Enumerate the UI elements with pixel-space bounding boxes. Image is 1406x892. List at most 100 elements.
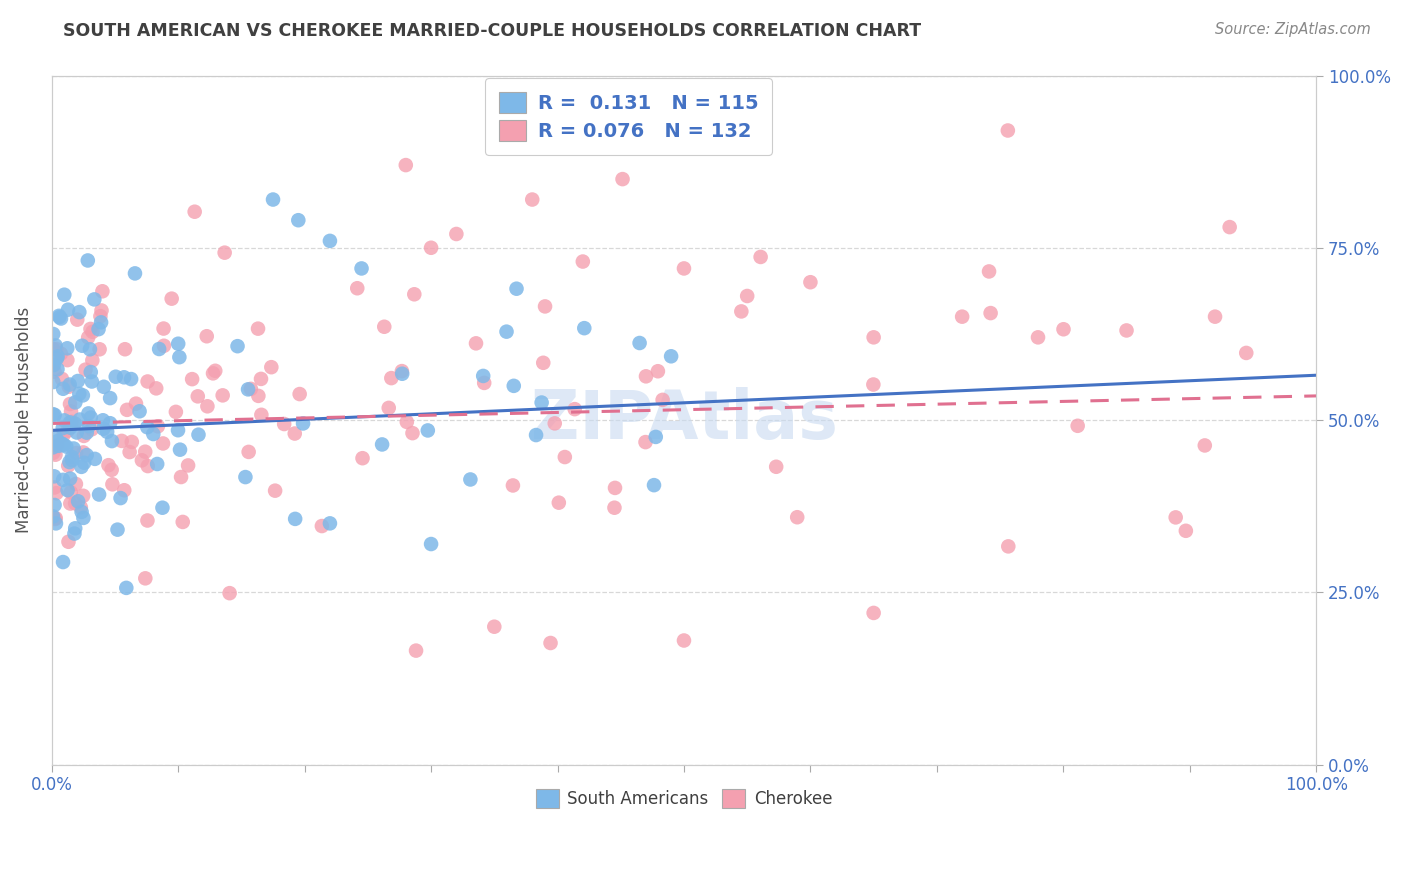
- Point: [647, 364, 669, 378]
- Point: [62, 442, 84, 456]
- Point: [187, 427, 209, 442]
- Point: [862, 606, 884, 620]
- Point: [56, 424, 79, 438]
- Point: [391, 367, 413, 381]
- Point: [502, 379, 524, 393]
- Point: [1219, 220, 1241, 235]
- Point: [125, 397, 148, 411]
- Point: [152, 436, 174, 450]
- Point: [672, 261, 695, 276]
- Point: [319, 516, 342, 531]
- Point: [56, 302, 79, 317]
- Point: [69, 500, 91, 515]
- Point: [659, 349, 682, 363]
- Point: [72, 489, 94, 503]
- Point: [292, 417, 315, 431]
- Point: [1194, 438, 1216, 452]
- Point: [204, 364, 226, 378]
- Point: [352, 451, 374, 466]
- Point: [136, 420, 159, 434]
- Point: [211, 388, 233, 402]
- Point: [172, 515, 194, 529]
- Point: [644, 430, 666, 444]
- Point: [236, 382, 259, 396]
- Point: [83, 451, 105, 466]
- Point: [46, 350, 69, 364]
- Point: [391, 364, 413, 378]
- Point: [100, 463, 122, 477]
- Point: [273, 417, 295, 431]
- Point: [82, 325, 104, 339]
- Point: [49, 347, 72, 361]
- Point: [115, 581, 138, 595]
- Point: [142, 427, 165, 442]
- Point: [97, 458, 120, 473]
- Point: [65, 477, 87, 491]
- Point: [169, 442, 191, 457]
- Point: [165, 405, 187, 419]
- Point: [420, 537, 443, 551]
- Point: [65, 395, 87, 409]
- Point: [45, 511, 67, 525]
- Point: [183, 204, 205, 219]
- Point: [380, 371, 402, 385]
- Point: [44, 365, 66, 379]
- Point: [260, 360, 283, 375]
- Point: [284, 426, 307, 441]
- Point: [540, 636, 562, 650]
- Point: [472, 376, 495, 390]
- Point: [284, 512, 307, 526]
- Point: [59, 416, 82, 430]
- Point: [153, 339, 176, 353]
- Point: [735, 289, 758, 303]
- Point: [77, 330, 100, 344]
- Point: [544, 417, 567, 431]
- Point: [950, 310, 973, 324]
- Point: [48, 309, 70, 323]
- Point: [67, 305, 90, 319]
- Point: [214, 245, 236, 260]
- Point: [96, 425, 118, 439]
- Point: [77, 419, 100, 434]
- Point: [730, 304, 752, 318]
- Point: [59, 472, 82, 486]
- Point: [67, 386, 90, 401]
- Point: [107, 523, 129, 537]
- Point: [522, 193, 544, 207]
- Point: [786, 510, 808, 524]
- Point: [167, 336, 190, 351]
- Point: [404, 287, 426, 301]
- Text: ZIPAtlas: ZIPAtlas: [530, 387, 838, 453]
- Point: [49, 311, 72, 326]
- Point: [66, 374, 89, 388]
- Text: Source: ZipAtlas.com: Source: ZipAtlas.com: [1215, 22, 1371, 37]
- Point: [82, 353, 104, 368]
- Point: [59, 420, 82, 434]
- Point: [65, 446, 87, 460]
- Point: [319, 234, 342, 248]
- Point: [101, 477, 124, 491]
- Point: [534, 300, 557, 314]
- Point: [63, 417, 86, 431]
- Point: [572, 254, 595, 268]
- Point: [524, 428, 547, 442]
- Point: [980, 306, 1002, 320]
- Point: [643, 478, 665, 492]
- Point: [42, 446, 65, 460]
- Point: [1066, 418, 1088, 433]
- Point: [76, 448, 98, 462]
- Point: [48, 310, 70, 325]
- Point: [152, 500, 174, 515]
- Point: [612, 172, 634, 186]
- Point: [44, 338, 66, 352]
- Point: [58, 380, 80, 394]
- Point: [472, 368, 495, 383]
- Point: [72, 388, 94, 402]
- Point: [145, 381, 167, 395]
- Point: [997, 123, 1019, 137]
- Point: [111, 434, 134, 448]
- Point: [547, 496, 569, 510]
- Point: [98, 391, 121, 405]
- Point: [146, 419, 169, 434]
- Point: [44, 498, 66, 512]
